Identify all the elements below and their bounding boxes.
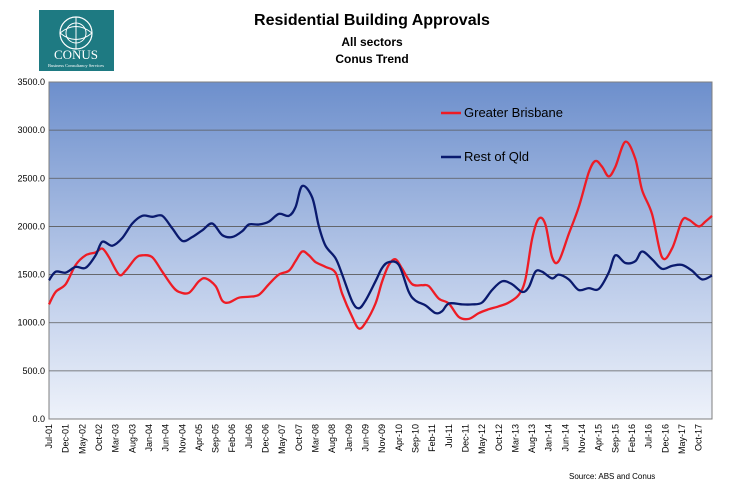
chart-subtitle-1: All sectors [341, 35, 403, 49]
x-tick-label: Dec-11 [460, 424, 470, 452]
x-tick-label: Jan-14 [544, 424, 554, 452]
x-tick-label: May-02 [77, 424, 87, 454]
x-tick-label: Oct-12 [494, 424, 504, 451]
plot-area [48, 81, 713, 420]
x-tick-label: Sep-15 [610, 424, 620, 453]
y-axis-ticks: 0.0 500.0 1000.0 1500.0 2000.0 2500.0 3000.0 35… [17, 77, 45, 424]
x-tick-label: Nov-04 [177, 424, 187, 453]
x-tick-label: Dec-16 [660, 424, 670, 453]
x-tick-label: Jan-04 [144, 424, 154, 452]
legend-label-greater-brisbane: Greater Brisbane [464, 105, 563, 120]
x-tick-label: Apr-10 [394, 424, 404, 451]
series-line-greater-brisbane [47, 140, 713, 330]
x-tick-label: Oct-07 [294, 424, 304, 451]
series-lines [47, 140, 713, 330]
x-tick-label: Aug-13 [527, 424, 537, 453]
gridlines [49, 129, 712, 372]
x-tick-label: Oct-02 [94, 424, 104, 451]
x-tick-label: Apr-15 [594, 424, 604, 451]
x-tick-label: Jun-09 [361, 424, 371, 452]
chart-subtitle-2: Conus Trend [335, 52, 408, 66]
x-tick-label: Nov-14 [577, 424, 587, 453]
x-tick-label: Mar-08 [311, 424, 321, 453]
x-tick-label: Aug-03 [127, 424, 137, 453]
logo-emblem-icon [59, 16, 93, 50]
x-tick-label: Dec-06 [261, 424, 271, 453]
x-tick-label: May-12 [477, 424, 487, 454]
x-tick-label: Nov-09 [377, 424, 387, 453]
x-tick-label: May-17 [677, 424, 687, 454]
x-tick-label: Feb-16 [627, 424, 637, 453]
x-tick-label: Dec-01 [61, 424, 71, 453]
logo-name: CONUS [54, 47, 98, 62]
x-tick-label: Jul-01 [44, 424, 54, 449]
x-axis-ticks: Jul-01 Dec-01 May-02 Oct-02 Mar-03 Aug-03 Jan-… [44, 424, 704, 454]
x-tick-label: Jun-04 [161, 424, 171, 452]
x-tick-label: Aug-08 [327, 424, 337, 453]
x-tick-label: Feb-06 [227, 424, 237, 453]
y-tick-label: 500.0 [22, 366, 45, 376]
legend-label-rest-of-qld: Rest of Qld [464, 149, 529, 164]
x-tick-label: Jul-06 [244, 424, 254, 449]
y-tick-label: 3500.0 [17, 77, 45, 87]
y-tick-label: 2000.0 [17, 221, 45, 231]
x-tick-label: Sep-05 [211, 424, 221, 453]
logo-tagline: Business Consultancy Services [48, 63, 104, 68]
x-tick-label: Jul-11 [444, 424, 454, 448]
x-tick-label: May-07 [277, 424, 287, 454]
x-tick-label: Mar-13 [510, 424, 520, 453]
x-tick-label: Apr-05 [194, 424, 204, 451]
y-tick-label: 1500.0 [17, 270, 45, 280]
legend: Greater Brisbane Rest of Qld [441, 105, 563, 164]
x-tick-label: Jul-16 [644, 424, 654, 449]
y-tick-label: 3000.0 [17, 125, 45, 135]
chart-title: Residential Building Approvals [254, 12, 490, 29]
x-tick-label: Oct-17 [694, 424, 704, 451]
series-line-rest-of-qld [48, 184, 713, 315]
x-tick-label: Jan-09 [344, 424, 354, 452]
y-tick-label: 2500.0 [17, 173, 45, 183]
x-tick-label: Jun-14 [560, 424, 570, 452]
x-tick-label: Mar-03 [111, 424, 121, 453]
x-tick-label: Feb-11 [427, 424, 437, 452]
source-note: Source: ABS and Conus [569, 472, 655, 481]
x-tick-label: Sep-10 [410, 424, 420, 453]
y-tick-label: 0.0 [32, 414, 45, 424]
conus-logo: CONUS Business Consultancy Services [39, 10, 114, 71]
y-tick-label: 1000.0 [17, 318, 45, 328]
